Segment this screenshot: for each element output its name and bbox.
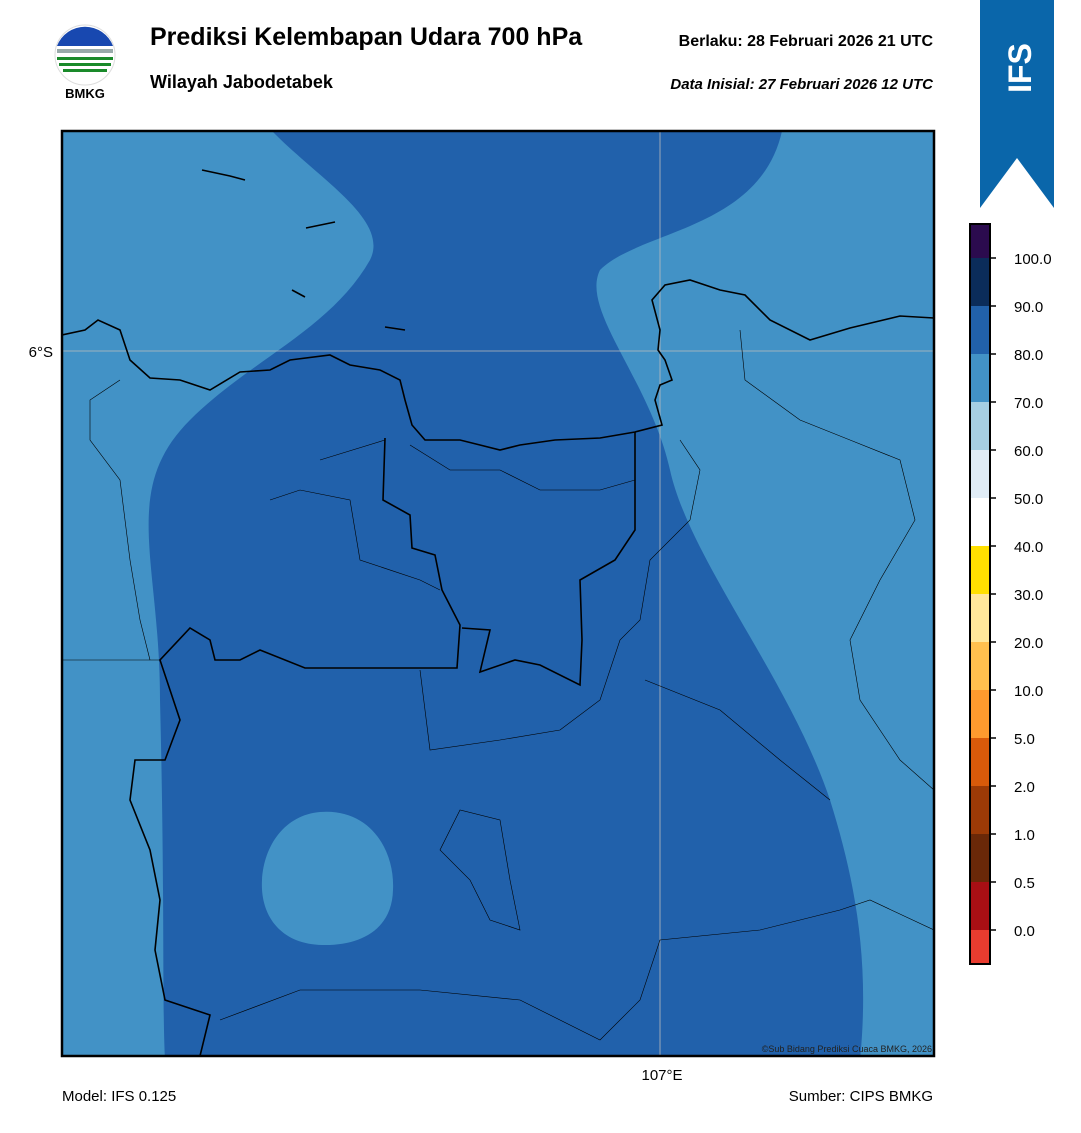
colorbar-segment bbox=[970, 786, 990, 834]
colorbar-label: 40.0 bbox=[1014, 539, 1043, 556]
title: Prediksi Kelembapan Udara 700 hPa bbox=[150, 23, 583, 51]
colorbar-segment bbox=[970, 498, 990, 546]
map: ©Sub Bidang Prediksi Cuaca BMKG, 2026 bbox=[62, 131, 934, 1056]
colorbar-label: 5.0 bbox=[1014, 731, 1035, 748]
bmkg-logo: BMKG bbox=[54, 24, 116, 101]
initial-time: Data Inisial: 27 Februari 2026 12 UTC bbox=[670, 76, 934, 93]
colorbar-segment bbox=[970, 930, 990, 964]
colorbar-label: 10.0 bbox=[1014, 683, 1043, 700]
footer-source: Sumber: CIPS BMKG bbox=[789, 1088, 933, 1105]
map-frame bbox=[60, 129, 936, 1058]
colorbar-label: 90.0 bbox=[1014, 299, 1043, 316]
colorbar-segment bbox=[970, 224, 990, 258]
colorbar-label: 50.0 bbox=[1014, 491, 1043, 508]
colorbar-segment bbox=[970, 450, 990, 498]
valid-time: Berlaku: 28 Februari 2026 21 UTC bbox=[679, 33, 934, 50]
lon-label: 107°E bbox=[641, 1067, 682, 1084]
colorbar-label: 30.0 bbox=[1014, 587, 1043, 604]
colorbar-label: 2.0 bbox=[1014, 779, 1035, 796]
colorbar-label: 20.0 bbox=[1014, 635, 1043, 652]
colorbar-label: 100.0 bbox=[1014, 251, 1052, 268]
lat-label: 6°S bbox=[29, 344, 53, 361]
ifs-badge: IFS bbox=[980, 0, 1054, 208]
subtitle: Wilayah Jabodetabek bbox=[150, 72, 334, 92]
colorbar-label: 70.0 bbox=[1014, 395, 1043, 412]
colorbar-segment bbox=[970, 834, 990, 882]
colorbar-segment bbox=[970, 258, 990, 306]
footer-model: Model: IFS 0.125 bbox=[62, 1088, 176, 1105]
colorbar: 100.0 90.0 80.0 70.0 60.0 50.0 40.0 30.0 20.0 10.… bbox=[969, 223, 1052, 965]
colorbar-segment bbox=[970, 354, 990, 402]
colorbar-label: 80.0 bbox=[1014, 347, 1043, 364]
province-border bbox=[129, 432, 636, 1056]
colorbar-segment bbox=[970, 306, 990, 354]
badge-text: IFS bbox=[1002, 43, 1038, 93]
credit: ©Sub Bidang Prediksi Cuaca BMKG, 2026 bbox=[762, 1044, 932, 1054]
colorbar-segment bbox=[970, 738, 990, 786]
humidity-70-80 bbox=[261, 811, 394, 946]
colorbar-label: 60.0 bbox=[1014, 443, 1043, 460]
colorbar-segment bbox=[970, 690, 990, 738]
logo-text: BMKG bbox=[65, 86, 105, 101]
regency-border bbox=[62, 329, 934, 1041]
colorbar-segment bbox=[970, 642, 990, 690]
colorbar-label: 1.0 bbox=[1014, 827, 1035, 844]
colorbar-segment bbox=[970, 402, 990, 450]
colorbar-segment bbox=[970, 546, 990, 594]
colorbar-label: 0.5 bbox=[1014, 875, 1035, 892]
coastline bbox=[62, 169, 934, 451]
colorbar-segment bbox=[970, 594, 990, 642]
colorbar-segment bbox=[970, 882, 990, 930]
colorbar-label: 0.0 bbox=[1014, 923, 1035, 940]
